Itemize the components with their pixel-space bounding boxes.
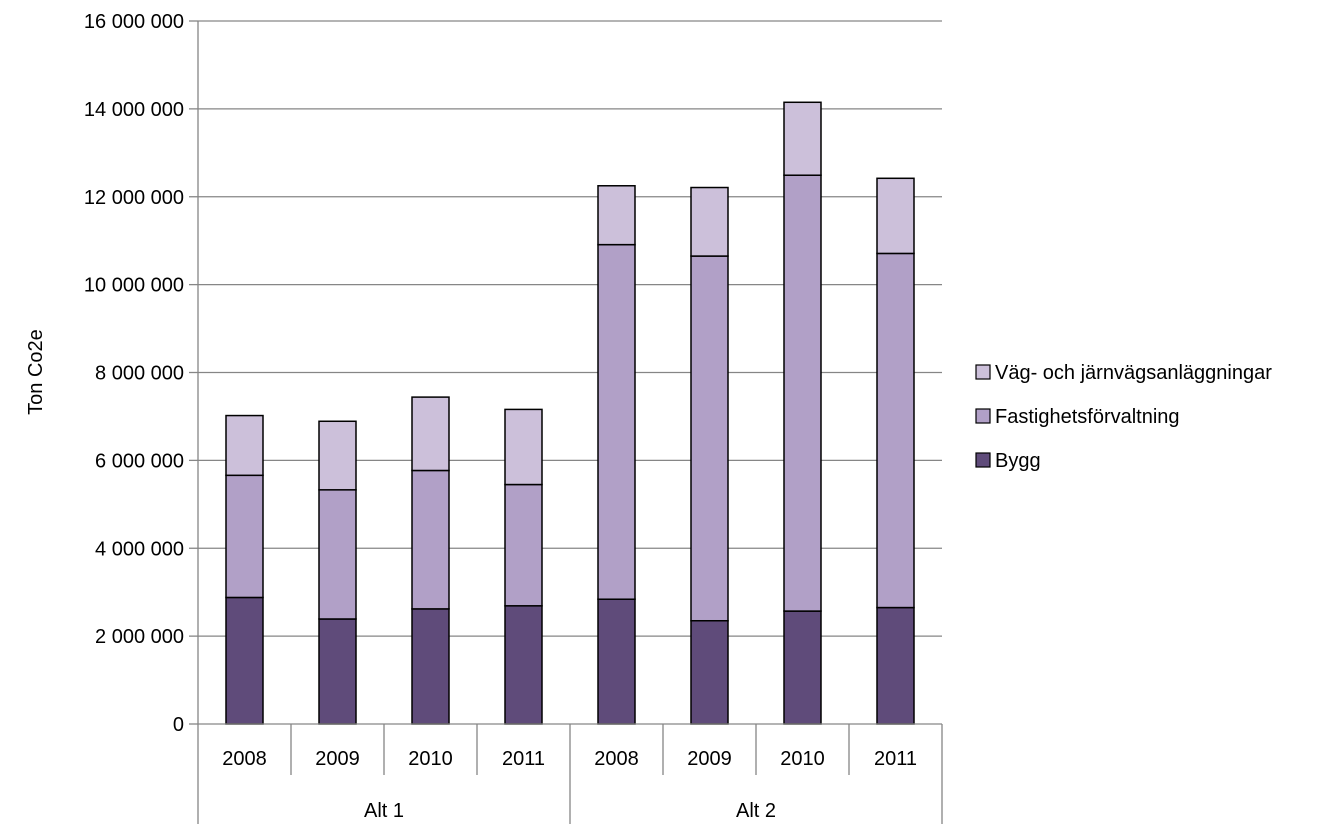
bar-segment: [876, 177, 915, 255]
y-axis-ticks: 0 2 000 000 4 000 000 6 000 000 8 000 000 10 …: [84, 11, 184, 736]
y-tick-label: 16 000 000: [84, 11, 184, 33]
x-tick-label: 2011: [874, 748, 917, 770]
x-tick-label: 2009: [315, 748, 360, 770]
y-axis-label: Ton Co2e: [25, 329, 47, 415]
bar-segment: [783, 101, 822, 176]
bar-segment: [411, 608, 450, 725]
bar-segment: [783, 174, 822, 612]
bar-segment: [504, 408, 543, 486]
y-tick-label: 4 000 000: [95, 538, 184, 560]
legend-swatch: [975, 408, 991, 424]
y-tick-label: 6 000 000: [95, 450, 184, 472]
y-tick-label: 12 000 000: [84, 187, 184, 209]
x-tick-label: 2010: [780, 748, 825, 770]
legend-swatch: [975, 364, 991, 380]
axes: [189, 20, 943, 824]
bar-segment: [504, 605, 543, 725]
bar-segment: [876, 606, 915, 725]
bar-segment: [411, 469, 450, 610]
bars: [225, 101, 915, 725]
bar-segment: [876, 252, 915, 609]
group-label: Alt 1: [364, 800, 404, 822]
x-tick-label: 2008: [594, 748, 639, 770]
legend-label: Väg- och järnvägsanläggningar: [995, 362, 1272, 384]
gridlines: [198, 20, 942, 637]
x-tick-label: 2008: [222, 748, 267, 770]
bar-segment: [504, 483, 543, 607]
bar-segment: [690, 255, 729, 622]
bar-segment: [225, 474, 264, 599]
group-label: Alt 2: [736, 800, 776, 822]
x-tick-label: 2011: [502, 748, 545, 770]
bar-segment: [783, 610, 822, 725]
bar-segment: [690, 619, 729, 725]
bar-segment: [411, 396, 450, 472]
x-axis-labels: 2008 2009 2010 2011 2008 2009 2010 2011 Alt 1 Alt…: [222, 748, 917, 822]
bar-segment: [597, 598, 636, 725]
bar-segment: [225, 414, 264, 477]
y-tick-label: 8 000 000: [95, 363, 184, 385]
x-tick-label: 2009: [687, 748, 732, 770]
y-tick-label: 0: [173, 714, 184, 736]
bar-segment: [597, 185, 636, 246]
y-tick-label: 10 000 000: [84, 275, 184, 297]
bar-segment: [318, 489, 357, 620]
legend-label: Bygg: [995, 450, 1041, 472]
bar-segment: [318, 420, 357, 491]
legend-swatch: [975, 452, 991, 468]
bar-segment: [225, 596, 264, 725]
x-tick-label: 2010: [408, 748, 453, 770]
bar-segment: [690, 186, 729, 257]
legend-label: Fastighetsförvaltning: [995, 406, 1180, 428]
legend: Väg- och järnvägsanläggningar Fastighetsf…: [975, 362, 1272, 472]
y-tick-label: 14 000 000: [84, 99, 184, 121]
bar-segment: [318, 618, 357, 725]
y-tick-label: 2 000 000: [95, 626, 184, 648]
bar-segment: [597, 243, 636, 600]
